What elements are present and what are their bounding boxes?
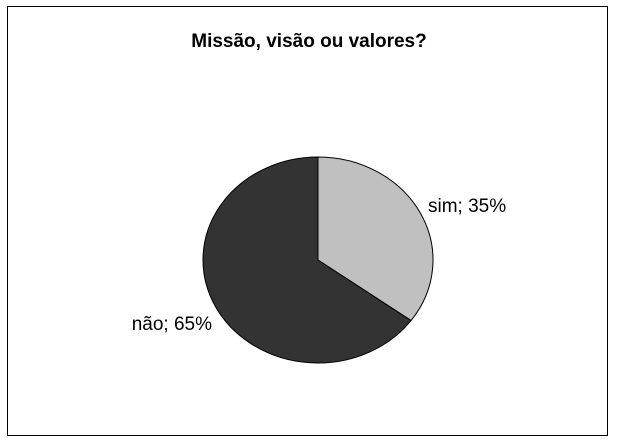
pie-data-labels: sim; 35% não; 65%	[132, 196, 507, 335]
chart-title: Missão, visão ou valores?	[191, 31, 427, 52]
pie-slices	[202, 156, 434, 364]
pie-slice-não	[202, 156, 412, 364]
data-label-sim: sim; 35%	[428, 196, 506, 217]
pie-slice-sim	[317, 156, 434, 322]
data-label-não: não; 65%	[132, 314, 212, 335]
